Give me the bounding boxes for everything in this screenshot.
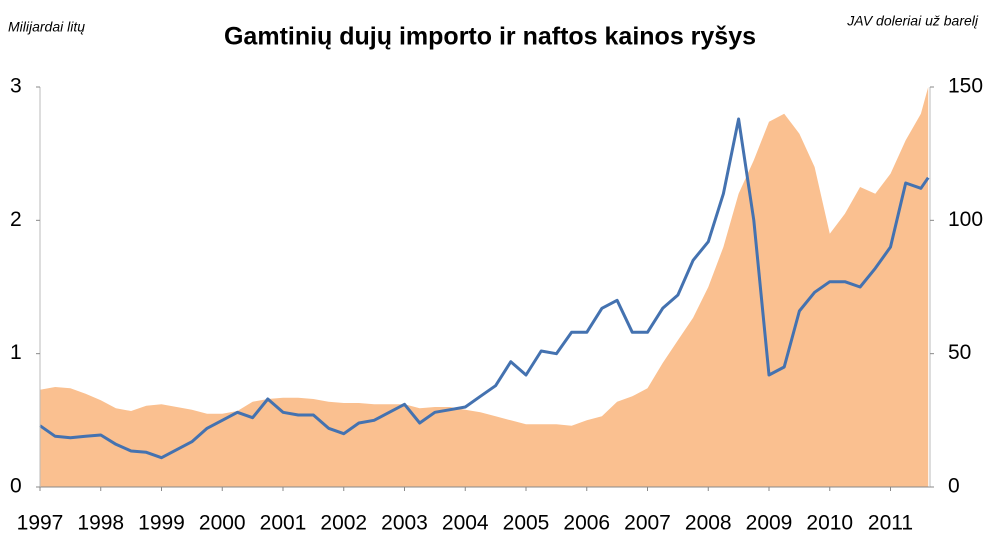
y2-tick-label: 150: [948, 75, 983, 98]
x-tick-label: 1998: [77, 512, 124, 535]
y-tick-label: 3: [10, 75, 22, 98]
x-tick-label: 2004: [442, 512, 489, 535]
line: [39, 117, 930, 460]
x-tick-label: 2008: [685, 512, 732, 535]
x-tick-label: 2001: [260, 512, 307, 535]
x-tick-label: 2007: [624, 512, 671, 535]
y-axis-label: Milijardai litų: [8, 19, 85, 35]
x-tick-label: 2000: [199, 512, 246, 535]
y2-tick-label: 50: [948, 341, 971, 364]
x-tick-label: 2010: [806, 512, 853, 535]
x-tick-label: 2006: [563, 512, 610, 535]
y2-axis-label: JAV doleriai už barelį: [846, 13, 979, 29]
x-tick-label: 2011: [868, 512, 913, 535]
x-tick-label: 1999: [138, 512, 185, 535]
x-tick-label: 1997: [17, 512, 64, 535]
chart-title: Gamtinių dujų importo ir naftos kainos r…: [224, 23, 756, 51]
y-tick-label: 0: [10, 475, 22, 498]
x-tick-label: 2009: [746, 512, 793, 535]
x-tick-label: 2002: [320, 512, 367, 535]
y-tick-label: 1: [10, 341, 22, 364]
x-tick-label: 2003: [381, 512, 428, 535]
area: [40, 87, 929, 487]
y2-tick-label: 100: [948, 208, 983, 231]
x-tick-label: 2005: [503, 512, 550, 535]
y-tick-label: 2: [10, 208, 22, 231]
y2-tick-label: 0: [948, 475, 960, 498]
